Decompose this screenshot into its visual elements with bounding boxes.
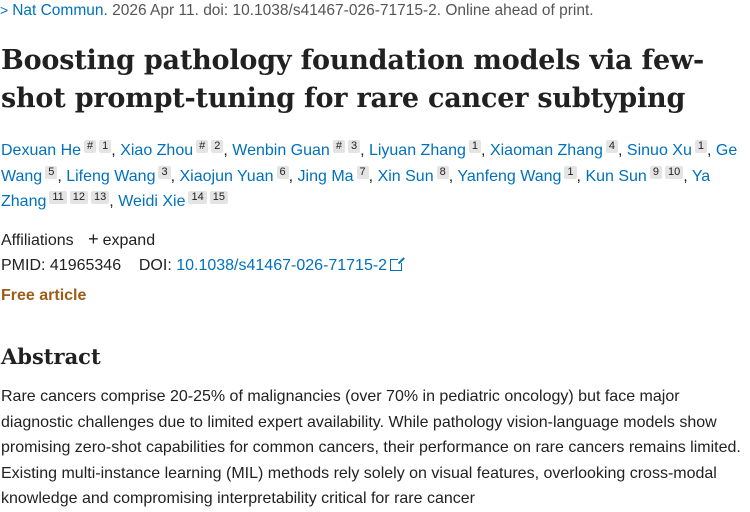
author-separator: , (360, 142, 369, 159)
identifiers-row: PMID: 41965346 DOI: 10.1038/s41467-026-7… (1, 257, 404, 275)
author-separator: , (57, 167, 67, 185)
author-name-link[interactable]: Dexuan He (1, 142, 82, 159)
author-name-link[interactable]: Xin Sun (377, 167, 434, 185)
author-entry: Lifeng Wang 3 (66, 165, 171, 185)
abstract-text: Rare cancers comprise 20-25% of malignan… (1, 388, 741, 507)
affiliations-row: Affiliations + expand (1, 229, 155, 250)
doi-label: DOI: (138, 257, 172, 274)
pmid-value: 41965346 (49, 257, 122, 274)
author-separator: , (223, 142, 233, 159)
author-entry: Liyuan Zhang 1 (368, 140, 482, 159)
equal-contribution-marker[interactable]: # (332, 140, 345, 153)
author-entry: Wenbin Guan #3 (232, 140, 361, 159)
affiliation-number[interactable]: 11 (49, 191, 67, 204)
author-separator: , (576, 167, 586, 185)
author-name-link[interactable]: Xiao Zhou (120, 142, 194, 159)
author-entry: Jing Ma 7 (297, 165, 369, 185)
affiliation-number[interactable]: 10 (664, 165, 684, 179)
author-name-link[interactable]: Sinuo Xu (626, 142, 692, 159)
affiliation-number[interactable]: 1 (564, 165, 577, 179)
author-separator: , (683, 167, 692, 185)
author-separator: , (109, 193, 119, 210)
author-entry: Xin Sun 8 (377, 165, 449, 185)
affiliation-number[interactable]: 1 (694, 140, 707, 153)
author-name-link[interactable]: Yanfeng Wang (457, 167, 562, 185)
author-name-link[interactable]: Xiaoman Zhang (489, 142, 603, 159)
pmid-label: PMID: (1, 257, 46, 274)
author-separator: , (618, 142, 627, 159)
affiliation-number[interactable]: 6 (276, 165, 289, 179)
affiliations-label: Affiliations (1, 232, 74, 249)
author-list: Dexuan He #1, Xiao Zhou #2, Wenbin Guan #3,… (1, 138, 746, 215)
affiliation-number[interactable]: 4 (605, 140, 619, 153)
citation-line: > Nat Commun. 2026 Apr 11. doi: 10.1038/s… (0, 2, 594, 20)
author-entry: Xiaoman Zhang 4 (489, 140, 619, 159)
author-entry: Ge Wang 5 (1, 142, 737, 185)
author-name-link[interactable]: Weidi Xie (118, 193, 186, 210)
author-name-link[interactable]: Ge Wang (1, 142, 738, 185)
affiliation-number[interactable]: 14 (188, 191, 207, 204)
external-link-icon[interactable] (390, 258, 404, 271)
affiliation-number[interactable]: 1 (468, 140, 482, 153)
author-name-link[interactable]: Liyuan Zhang (368, 142, 466, 159)
author-name-link[interactable]: Kun Sun (585, 167, 647, 185)
affiliation-number[interactable]: 8 (436, 165, 449, 179)
equal-contribution-marker[interactable]: # (84, 140, 97, 153)
author-entry: Kun Sun 9 10 (585, 165, 684, 185)
author-separator: , (481, 142, 490, 159)
affiliation-number[interactable]: 15 (209, 191, 228, 204)
author-entry: Xiao Zhou #2 (120, 140, 224, 159)
author-separator: , (368, 167, 378, 185)
affiliation-number[interactable]: 2 (211, 140, 224, 153)
expand-label: expand (102, 232, 156, 249)
author-entry: Weidi Xie 14 15 (118, 191, 228, 210)
author-name-link[interactable]: Lifeng Wang (66, 167, 156, 185)
affiliation-number[interactable]: 9 (649, 165, 662, 179)
affiliation-number[interactable]: 13 (91, 191, 110, 204)
free-article-badge: Free article (1, 287, 87, 304)
article-title: Boosting pathology foundation models via… (1, 45, 704, 114)
journal-link[interactable]: Nat Commun. (12, 2, 108, 19)
author-name-link[interactable]: Ya Zhang (1, 167, 711, 211)
author-entry: Xiaojun Yuan 6 (179, 165, 289, 185)
affiliation-number[interactable]: 5 (45, 165, 58, 179)
author-name-link[interactable]: Jing Ma (297, 167, 354, 185)
citation-details: 2026 Apr 11. doi: 10.1038/s41467-026-717… (112, 2, 594, 19)
author-entry: Ya Zhang 11 12 13 (1, 168, 710, 211)
chevron-right-icon: > (0, 2, 9, 18)
author-name-link[interactable]: Xiaojun Yuan (179, 167, 274, 185)
author-separator: , (288, 167, 298, 185)
affiliation-number[interactable]: 3 (347, 140, 361, 153)
abstract-heading: Abstract (1, 344, 101, 369)
author-separator: , (111, 142, 121, 159)
affiliation-number[interactable]: 7 (356, 165, 369, 179)
author-separator: , (170, 167, 180, 185)
expand-affiliations-button[interactable]: + expand (88, 229, 156, 249)
author-entry: Sinuo Xu 1 (626, 140, 707, 159)
author-separator: , (706, 142, 716, 159)
affiliation-number[interactable]: 1 (99, 140, 112, 153)
affiliation-number[interactable]: 3 (158, 165, 171, 179)
author-separator: , (448, 167, 458, 185)
equal-contribution-marker[interactable]: # (196, 140, 209, 153)
author-entry: Dexuan He #1 (1, 140, 112, 159)
author-name-link[interactable]: Wenbin Guan (232, 142, 330, 159)
doi-link[interactable]: 10.1038/s41467-026-71715-2 (176, 257, 388, 274)
affiliation-number[interactable]: 12 (69, 191, 89, 204)
author-entry: Yanfeng Wang 1 (457, 165, 577, 185)
plus-icon: + (88, 229, 99, 249)
